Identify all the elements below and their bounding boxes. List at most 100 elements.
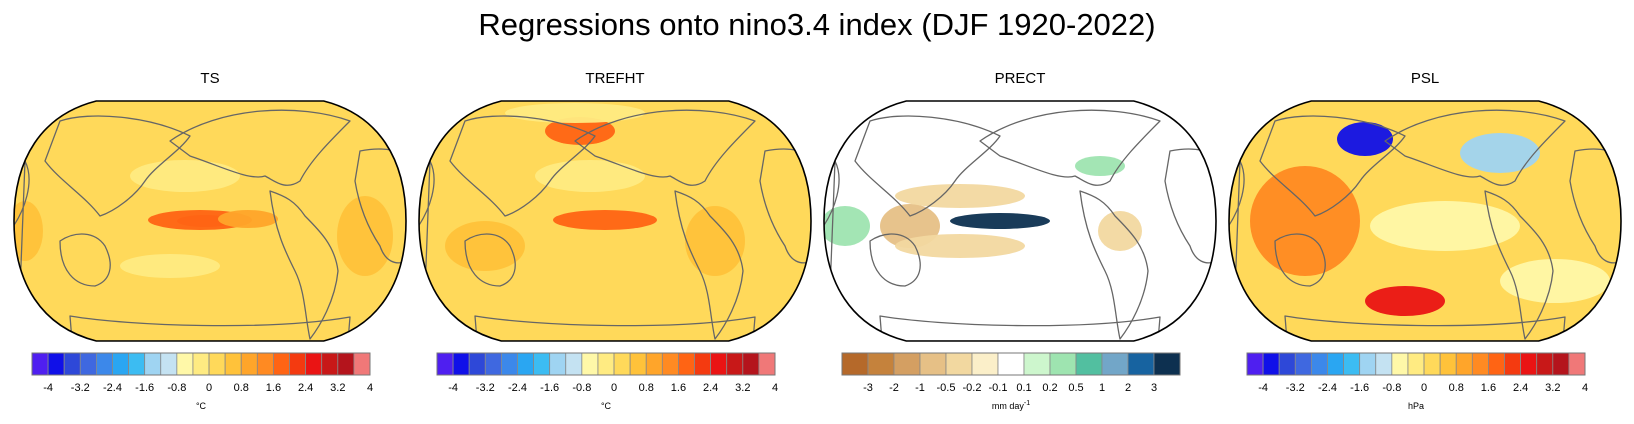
anomaly-central-equatorial-Pacific	[950, 213, 1050, 229]
colorbar-tick-label: -1.6	[135, 382, 154, 394]
coastline-2	[59, 233, 111, 287]
coastline-3	[574, 109, 756, 186]
colorbar-tick-label: -0.5	[937, 382, 956, 394]
colorbar-tick-label: 2.4	[1513, 382, 1528, 394]
anomaly-Indian-Ocean	[824, 206, 870, 246]
colorbar-swatch	[144, 352, 162, 376]
colorbar-tick-label: -0.8	[167, 382, 186, 394]
map-border	[823, 100, 1217, 342]
colorbar-border	[1246, 352, 1586, 376]
colorbar-swatch	[289, 352, 307, 376]
colorbar-swatch	[47, 352, 65, 376]
map-panel-trefht: TREFHT -4 -3.2 -2.4 -1.6 -0.8 0 0.8 1.6 2.4 3.2 4 °C	[418, 70, 812, 411]
colorbar-tick-label: -0.8	[1382, 382, 1401, 394]
colorbar-swatch	[484, 352, 502, 376]
colorbar-swatch	[694, 352, 712, 376]
colorbar-swatch	[79, 352, 97, 376]
anomaly-Indian-Ocean	[14, 201, 43, 261]
anomaly-south-Pacific	[120, 254, 220, 278]
colorbar-swatch	[176, 352, 194, 376]
figure-title: Regressions onto nino3.4 index (DJF 1920…	[478, 7, 1155, 42]
coastline-6	[474, 315, 756, 341]
colorbar-swatch	[597, 352, 615, 376]
coastline-3	[979, 109, 1161, 186]
colorbar-tick-label: -1	[915, 382, 925, 394]
anomaly-Amundsen-Sea	[1365, 286, 1445, 316]
coastline-3	[169, 109, 351, 186]
colorbar-tick-label: -4	[448, 382, 458, 394]
colorbar-tick-label: -3.2	[1286, 382, 1305, 394]
colorbar-swatch	[678, 352, 695, 376]
colorbar-tick-label: 3	[1151, 382, 1157, 394]
anomaly-layer	[824, 156, 1142, 258]
colorbar-tick-label: 3.2	[1545, 382, 1560, 394]
colorbar-swatch	[661, 352, 679, 376]
colorbar-swatch	[1153, 352, 1181, 376]
colorbar-tick-label: -1.6	[540, 382, 559, 394]
colorbar-swatch	[841, 352, 869, 376]
colorbar-tick-label: 0.1	[1016, 382, 1031, 394]
colorbar-swatch	[533, 352, 551, 376]
coastline-2	[1274, 233, 1326, 287]
colorbar-tick-label: 0.2	[1042, 382, 1057, 394]
colorbar-swatch	[645, 352, 663, 376]
colorbar-tick-label: 0.8	[1449, 382, 1464, 394]
colorbar-swatch	[1075, 352, 1103, 376]
colorbar-tick-label: 4	[772, 382, 778, 394]
coastline-0	[44, 115, 191, 217]
colorbar-tick-label: 0	[1421, 382, 1427, 394]
colorbar-swatch	[919, 352, 947, 376]
map-border	[1228, 100, 1622, 342]
coastline-6	[879, 315, 1161, 341]
colorbar-tick-label: -3	[863, 382, 873, 394]
colorbar-tick-label: 0.8	[234, 382, 249, 394]
colorbar-border	[31, 352, 371, 376]
anomaly-tropical-landmasses	[445, 221, 525, 271]
colorbar-units-label: hPa	[1408, 401, 1424, 411]
colorbar-tick-label: 1	[1099, 382, 1105, 394]
coastline-0	[1259, 115, 1406, 217]
colorbar-swatch	[256, 352, 274, 376]
colorbar-swatch	[758, 352, 776, 376]
colorbar-swatch	[581, 352, 599, 376]
colorbar-trefht: -4 -3.2 -2.4 -1.6 -0.8 0 0.8 1.6 2.4 3.2 4 °C	[436, 352, 778, 411]
colorbar-units-label: °C	[196, 401, 207, 411]
colorbar-tick-label: 0	[611, 382, 617, 394]
colorbar-swatch	[192, 352, 210, 376]
colorbar-swatch	[1375, 352, 1393, 376]
coastlines	[14, 109, 406, 341]
colorbar-border	[841, 352, 1181, 376]
coastline-4	[1079, 190, 1149, 340]
coastline-3	[1384, 109, 1566, 186]
colorbar-tick-label: -2.4	[1318, 382, 1337, 394]
anomaly-off-equatorial-Pacific	[895, 234, 1025, 258]
colorbar-swatch	[945, 352, 973, 376]
colorbar-swatch	[517, 352, 534, 376]
colorbar-swatch	[1343, 352, 1361, 376]
colorbar-swatch	[971, 352, 999, 376]
colorbar-swatch	[112, 352, 129, 376]
colorbar-swatch	[867, 352, 895, 376]
colorbar-swatch	[1504, 352, 1522, 376]
colorbar-swatch	[160, 352, 178, 376]
colorbar-tick-label: -4	[43, 382, 53, 394]
anomaly-southern-USA	[1075, 156, 1125, 176]
colorbar-tick-label: 2.4	[298, 382, 313, 394]
colorbar-ts: -4 -3.2 -2.4 -1.6 -0.8 0 0.8 1.6 2.4 3.2 4 °C	[31, 352, 373, 411]
colorbar-tick-label: 1.6	[266, 382, 281, 394]
colorbar-swatch	[31, 352, 49, 376]
colorbar-tick-label: -1.6	[1350, 382, 1369, 394]
colorbar-border	[436, 352, 776, 376]
colorbar-tick-label: 2	[1125, 382, 1131, 394]
colorbar-swatch	[63, 352, 81, 376]
anomaly-north-Pacific	[130, 160, 240, 192]
map-border	[418, 100, 812, 342]
colorbar-swatch	[710, 352, 728, 376]
colorbar-swatch	[305, 352, 323, 376]
colorbar-swatch	[1455, 352, 1473, 376]
colorbar-swatch	[726, 352, 744, 376]
colorbar-swatch	[1568, 352, 1586, 376]
colorbar-swatch	[1278, 352, 1296, 376]
colorbar-swatch	[240, 352, 258, 376]
